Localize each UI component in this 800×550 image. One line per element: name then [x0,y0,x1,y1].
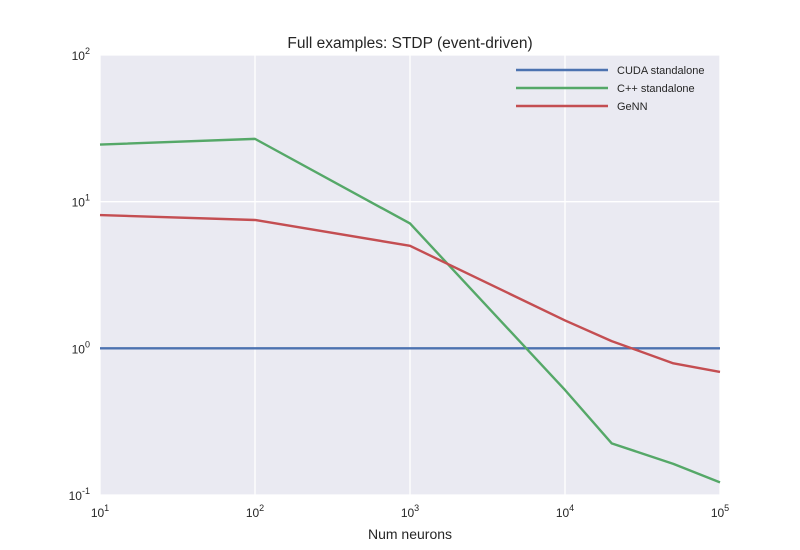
x-tick-exponent: 2 [259,503,264,513]
x-tick-base: 10 [401,506,415,520]
y-tick-exponent: -1 [82,486,90,496]
x-tick-label: 101 [91,503,109,520]
y-tick-label: 101 [72,193,90,210]
x-tick-label: 103 [401,503,419,520]
series-layer [99,137,721,484]
series-line-c-standalone [99,137,721,484]
x-tick-base: 10 [91,506,105,520]
y-tick-exponent: 1 [85,193,90,203]
legend-label: GeNN [617,101,648,113]
legend-label: CUDA standalone [617,65,704,77]
chart-title: Full examples: STDP (event-driven) [287,35,532,52]
x-tick-base: 10 [711,506,725,520]
x-tick-labels: 101 102 103 104 105 [91,503,729,520]
x-tick-exponent: 1 [104,503,109,513]
y-tick-exponent: 0 [85,339,90,349]
x-tick-base: 10 [246,506,260,520]
x-tick-exponent: 4 [569,503,574,513]
legend-label: C++ standalone [617,83,695,95]
x-tick-exponent: 5 [724,503,729,513]
x-tick-exponent: 3 [414,503,419,513]
x-axis-label: Num neurons [368,526,452,542]
y-tick-label: 100 [72,339,90,356]
x-tick-label: 105 [711,503,729,520]
x-tick-base: 10 [556,506,570,520]
x-tick-label: 104 [556,503,574,520]
y-tick-base: 10 [72,49,86,63]
y-tick-base: 10 [69,489,83,503]
y-tick-base: 10 [72,342,86,356]
x-tick-label: 102 [246,503,264,520]
legend: CUDA standalone C++ standalone GeNN [516,65,704,113]
y-tick-label: 10-1 [69,486,90,503]
y-tick-label: 102 [72,46,90,63]
series-line-genn [99,213,721,374]
y-tick-base: 10 [72,196,86,210]
y-tick-exponent: 2 [85,46,90,56]
